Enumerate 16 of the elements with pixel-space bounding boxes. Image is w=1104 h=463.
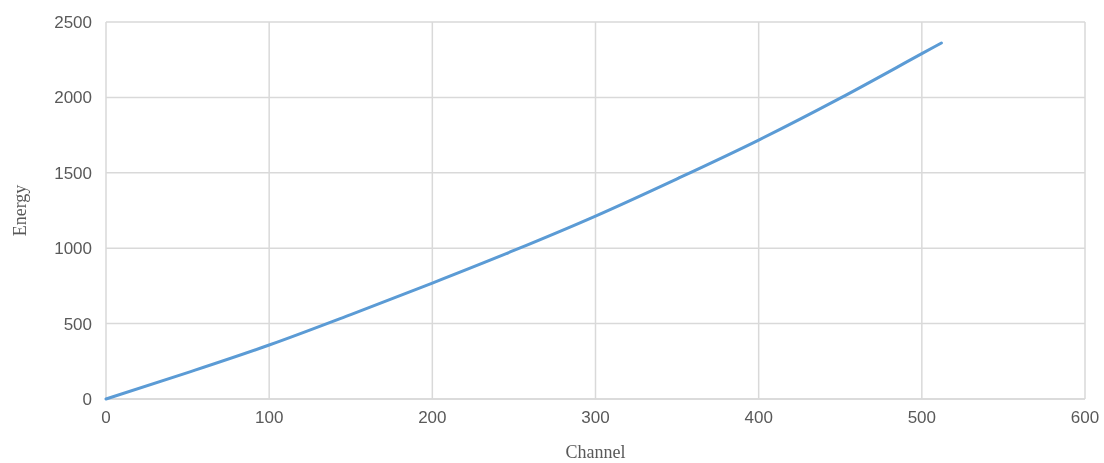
y-tick-label: 2500 (54, 13, 92, 32)
line-series (104, 41, 943, 401)
x-tick-label: 200 (418, 408, 447, 427)
x-tick-label: 300 (581, 408, 610, 427)
y-tick-label: 500 (63, 314, 92, 334)
x-tick-label: 100 (254, 408, 284, 427)
x-tick-label: 500 (907, 408, 937, 427)
y-tick-label: 0 (82, 390, 92, 409)
x-tick-label: 600 (1070, 408, 1100, 427)
x-tick-label: 0 (101, 408, 111, 427)
y-tick-label: 2000 (54, 88, 92, 108)
x-axis-title: Channel (565, 442, 626, 462)
y-tick-label: 1000 (54, 239, 92, 259)
y-tick-label: 1500 (54, 163, 92, 183)
y-axis-title: Energy (10, 184, 30, 237)
x-tick-label: 400 (744, 408, 773, 427)
